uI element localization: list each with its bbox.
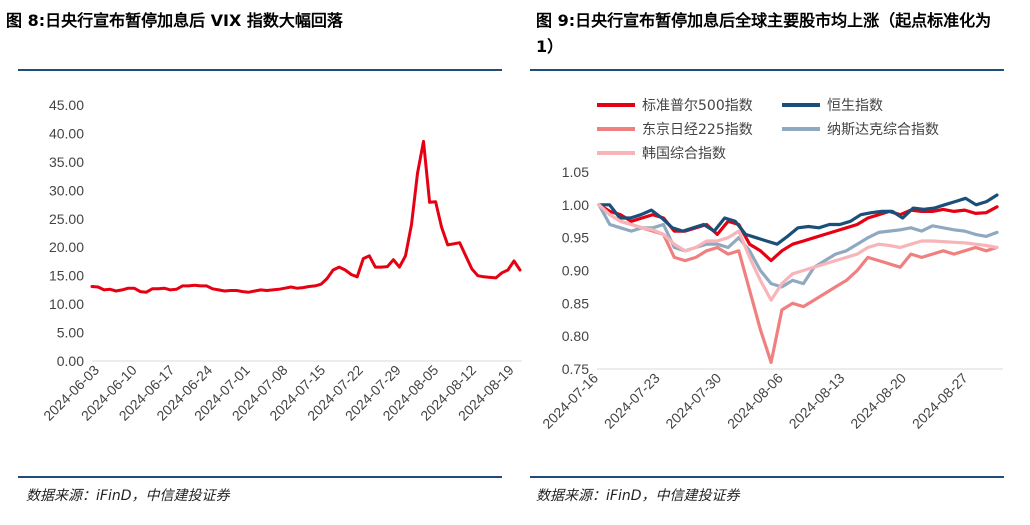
- y-tick-label: 0.90: [562, 263, 589, 279]
- series-line-5: [597, 203, 999, 302]
- x-tick-label: 2024-07-30: [662, 370, 724, 432]
- legend-label: 恒生指数: [827, 98, 883, 114]
- left-bottom-rule: [18, 476, 502, 478]
- y-tick-label: 10.00: [49, 296, 84, 312]
- y-tick-label: 0.80: [562, 328, 589, 344]
- y-tick-label: 25.00: [49, 211, 84, 227]
- series-line-1: [90, 139, 522, 294]
- legend-label: 东京日经225指数: [642, 122, 753, 138]
- series-line-3: [597, 203, 999, 364]
- legend-label: 韩国综合指数: [642, 146, 726, 162]
- y-tick-label: 0.85: [562, 295, 589, 311]
- x-tick-label: 2024-08-27: [909, 370, 971, 432]
- y-tick-label: 0.75: [562, 361, 589, 377]
- x-tick-label: 2024-07-23: [601, 370, 663, 432]
- y-tick-label: 1.00: [562, 197, 589, 213]
- y-tick-label: 30.00: [49, 182, 84, 198]
- x-tick-label: 2024-08-06: [724, 370, 786, 432]
- y-tick-label: 20.00: [49, 239, 84, 255]
- y-tick-label: 15.00: [49, 268, 84, 284]
- x-tick-label: 2024-08-20: [847, 370, 909, 432]
- right-bottom-rule: [530, 476, 1004, 478]
- x-tick-label: 2024-08-13: [786, 370, 848, 432]
- series-line-2: [597, 193, 999, 246]
- right-chart-title: 图 9:日央行宣布暂停加息后全球主要股市均上涨（起点标准化为 1）: [536, 11, 992, 56]
- legend-label: 标准普尔500指数: [642, 98, 753, 114]
- left-top-rule: [18, 69, 502, 71]
- series-line-4: [597, 203, 999, 289]
- right-source-note: 数据来源：iFinD，中信建投证券: [536, 488, 740, 504]
- y-tick-label: 0.95: [562, 230, 589, 246]
- right-top-rule: [530, 69, 1004, 71]
- x-tick-label: 2024-07-16: [539, 370, 601, 432]
- left-source-note: 数据来源：iFinD，中信建投证券: [26, 488, 230, 504]
- y-tick-label: 35.00: [49, 154, 84, 170]
- y-tick-label: 5.00: [57, 325, 84, 341]
- y-tick-label: 1.05: [562, 164, 589, 180]
- legend-label: 纳斯达克综合指数: [827, 122, 939, 138]
- left-chart-title: 图 8:日央行宣布暂停加息后 VIX 指数大幅回落: [6, 11, 343, 30]
- y-tick-label: 0.00: [57, 353, 84, 369]
- y-tick-label: 45.00: [49, 97, 84, 113]
- y-tick-label: 40.00: [49, 125, 84, 141]
